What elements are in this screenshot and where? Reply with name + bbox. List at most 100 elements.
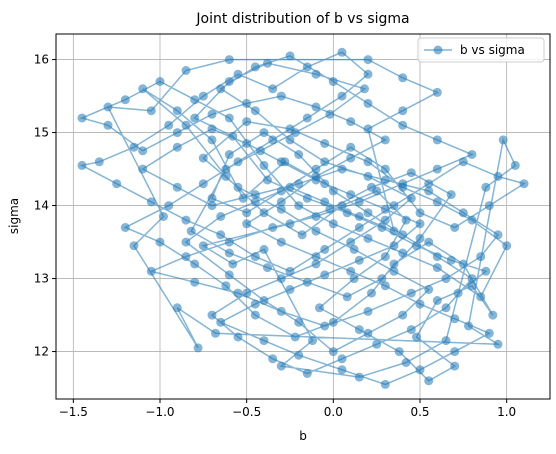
- data-point: [446, 255, 456, 265]
- data-point: [224, 270, 234, 280]
- data-point: [221, 164, 231, 174]
- data-point: [337, 164, 347, 174]
- data-point: [320, 157, 330, 167]
- data-point: [363, 233, 373, 243]
- data-point: [377, 274, 387, 284]
- data-point: [342, 292, 352, 302]
- data-point: [458, 157, 468, 167]
- x-tick-label: −0.5: [232, 405, 261, 419]
- data-point: [363, 328, 373, 338]
- data-point: [432, 87, 442, 97]
- data-point: [346, 142, 356, 152]
- data-point: [276, 306, 286, 316]
- data-point: [363, 171, 373, 181]
- y-axis-ticks: 12 13 14 15 16: [34, 53, 56, 359]
- data-point: [311, 259, 321, 269]
- data-point: [138, 84, 148, 94]
- data-point: [259, 160, 269, 170]
- data-point: [467, 215, 477, 225]
- data-point: [389, 241, 399, 251]
- data-point: [242, 139, 252, 148]
- data-point: [380, 204, 390, 214]
- data-point: [450, 314, 460, 324]
- x-axis-ticks: −1.5 −1.0 −0.5 0.0 0.5 1.0: [59, 399, 516, 419]
- data-point: [198, 91, 208, 101]
- data-point: [337, 365, 347, 375]
- data-point: [207, 124, 217, 134]
- data-point: [367, 288, 376, 298]
- data-point: [398, 106, 408, 116]
- data-point: [146, 106, 156, 116]
- data-point: [216, 212, 226, 221]
- data-point: [320, 270, 330, 280]
- data-point: [302, 113, 312, 123]
- data-point: [263, 58, 272, 68]
- data-point: [276, 204, 286, 214]
- data-point: [342, 208, 352, 218]
- y-tick-label: 12: [34, 345, 49, 359]
- data-point: [224, 113, 234, 123]
- data-point: [172, 182, 182, 192]
- data-point: [372, 339, 382, 349]
- data-point: [398, 120, 408, 130]
- plot-frame: [55, 33, 551, 400]
- data-point: [181, 215, 191, 225]
- data-point: [138, 146, 148, 156]
- data-point: [337, 201, 347, 211]
- data-point: [389, 259, 399, 269]
- data-point: [354, 212, 364, 221]
- data-point: [354, 197, 364, 207]
- data-point: [320, 139, 330, 148]
- data-point: [363, 306, 373, 316]
- data-point: [77, 113, 87, 123]
- data-point: [380, 252, 390, 262]
- data-point: [337, 354, 347, 364]
- data-point: [320, 179, 330, 189]
- data-point: [250, 62, 260, 72]
- data-point: [190, 113, 200, 123]
- data-point: [263, 175, 272, 185]
- data-point: [450, 347, 460, 357]
- legend: b vs sigma: [417, 37, 545, 63]
- data-point: [294, 201, 304, 211]
- data-point: [228, 131, 238, 141]
- data-point: [398, 230, 408, 240]
- data-point: [242, 98, 252, 108]
- data-point: [325, 204, 335, 214]
- data-point: [346, 237, 356, 247]
- data-point: [363, 69, 373, 79]
- x-axis-label: b: [299, 429, 307, 443]
- data-point: [302, 193, 312, 203]
- data-point: [290, 128, 300, 138]
- data-point: [259, 336, 269, 346]
- data-point: [290, 332, 300, 342]
- data-point: [224, 237, 234, 247]
- data-point: [259, 244, 269, 254]
- data-point: [363, 157, 373, 167]
- data-point: [349, 274, 359, 284]
- data-point: [415, 233, 425, 243]
- data-point: [164, 120, 174, 130]
- data-point: [190, 277, 200, 287]
- data-point: [363, 208, 373, 218]
- data-point: [498, 135, 508, 145]
- data-point: [198, 179, 208, 189]
- data-point: [401, 358, 411, 367]
- data-point: [308, 336, 317, 346]
- data-point: [77, 160, 87, 170]
- data-point: [103, 120, 113, 130]
- data-point: [458, 208, 468, 218]
- data-point: [259, 296, 269, 305]
- data-point: [250, 106, 260, 116]
- data-point: [250, 190, 260, 200]
- data-point: [268, 135, 278, 145]
- data-point: [242, 208, 252, 218]
- data-point: [476, 292, 486, 302]
- data-point: [233, 288, 243, 298]
- data-point: [432, 197, 442, 207]
- legend-marker-swatch: [433, 45, 443, 55]
- data-point: [181, 252, 191, 262]
- data-point: [285, 266, 295, 276]
- data-point: [216, 230, 226, 240]
- data-point: [207, 135, 217, 145]
